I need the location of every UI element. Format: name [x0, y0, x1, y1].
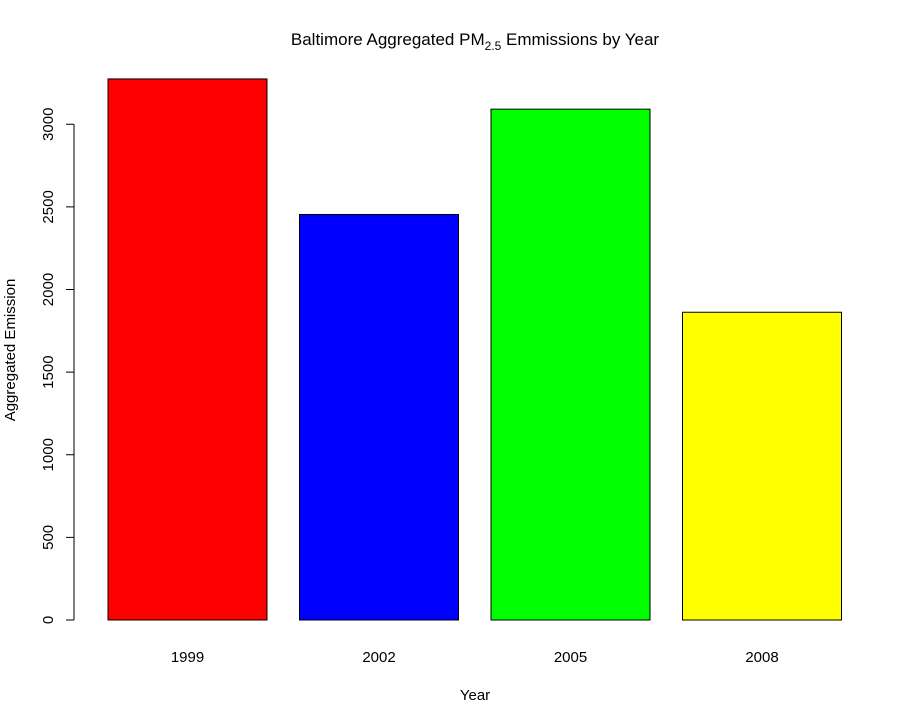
bars-group [107, 78, 842, 621]
chart-title-subscript: 2.5 [485, 39, 502, 53]
x-axis-labels: 1999 2002 2005 2008 [171, 649, 779, 666]
chart-title-rest: Emmissions by Year [501, 30, 659, 49]
x-axis-title: Year [460, 687, 490, 704]
chart-title: Baltimore Aggregated PM2.5 Emmissions by… [291, 30, 660, 53]
bar-2008 [682, 311, 842, 621]
y-axis-title: Aggregated Emission [2, 279, 19, 422]
y-tick-label: 3000 [40, 108, 57, 141]
x-tick-label: 1999 [171, 649, 204, 666]
y-tick-label: 1000 [40, 438, 57, 471]
x-tick-label: 2008 [745, 649, 778, 666]
y-tick-label: 500 [40, 525, 57, 550]
bar-2005 [490, 108, 651, 621]
y-tick-label: 2000 [40, 273, 57, 306]
bar-1999 [107, 78, 268, 621]
y-tick-label: 2500 [40, 190, 57, 223]
y-tick-label: 1500 [40, 355, 57, 388]
x-tick-label: 2005 [554, 649, 587, 666]
x-tick-label: 2002 [362, 649, 395, 666]
y-axis: 0 500 1000 1500 2000 2500 3000 [40, 108, 75, 624]
y-tick-label: 0 [40, 616, 57, 624]
bar-2002 [299, 213, 459, 621]
chart-title-main: Baltimore Aggregated PM [291, 30, 485, 49]
